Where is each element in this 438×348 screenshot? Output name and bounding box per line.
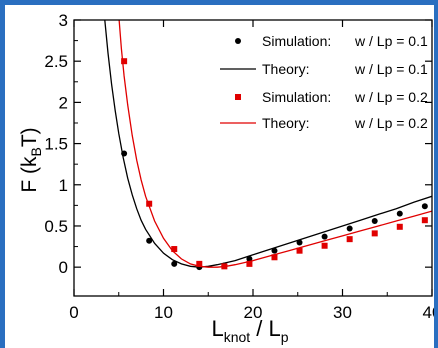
legend-label: Simulation: — [262, 33, 331, 49]
legend-param: w / Lp = 0.1 — [354, 33, 428, 49]
y-axis-label: F (kBT) — [18, 127, 44, 192]
legend-label: Theory: — [262, 61, 309, 77]
x-tick-label: 30 — [333, 303, 352, 322]
legend: Simulation: w / Lp = 0.1 Theory: w / Lp = 0… — [220, 33, 428, 131]
legend-param: w / Lp = 0.1 — [354, 61, 428, 77]
y-tick-label: 3 — [59, 11, 68, 30]
legend-param: w / Lp = 0.2 — [354, 115, 428, 131]
simulation-point — [396, 210, 403, 217]
simulation-point — [346, 225, 353, 232]
y-tick-label: 2.5 — [44, 52, 68, 71]
simulation-point — [296, 247, 303, 254]
legend-label: Simulation: — [262, 89, 331, 105]
simulation-point — [421, 217, 428, 224]
simulation-point — [321, 242, 328, 249]
simulation-point — [346, 236, 353, 243]
simulation-point — [271, 247, 278, 254]
x-tick-label: 40 — [423, 303, 438, 322]
simulation-point — [421, 203, 428, 210]
x-tick-label: 20 — [244, 303, 263, 322]
simulation-point — [371, 230, 378, 237]
legend-marker — [235, 94, 241, 100]
simulation-point — [396, 223, 403, 230]
y-tick-label: 2 — [59, 93, 68, 112]
simulation-point — [146, 200, 153, 207]
simulation-point — [246, 260, 253, 267]
simulation-point — [146, 237, 153, 244]
simulation-point — [196, 260, 203, 267]
simulation-point — [371, 218, 378, 225]
legend-param: w / Lp = 0.2 — [354, 89, 428, 105]
series-layer — [104, 20, 432, 271]
legend-marker — [235, 38, 241, 44]
simulation-point — [121, 58, 128, 65]
simulation-point — [171, 246, 178, 253]
simulation-point — [271, 254, 278, 261]
y-tick-label: 0 — [59, 258, 68, 277]
y-tick-label: 1 — [59, 176, 68, 195]
y-tick-label: 0.5 — [44, 217, 68, 236]
legend-label: Theory: — [262, 115, 309, 131]
simulation-point — [321, 233, 328, 240]
simulation-point — [171, 260, 178, 267]
x-tick-label: 10 — [154, 303, 173, 322]
y-tick-label: 1.5 — [44, 135, 68, 154]
x-tick-label: 0 — [69, 303, 78, 322]
axis-ticks: 0 10 20 30 40 0 0.5 1 1.5 2 2.5 3 — [44, 11, 438, 322]
theory-curve-1 — [104, 20, 432, 268]
theory-curve-3 — [118, 20, 432, 268]
x-axis-label: Lknot / Lp — [211, 316, 288, 345]
